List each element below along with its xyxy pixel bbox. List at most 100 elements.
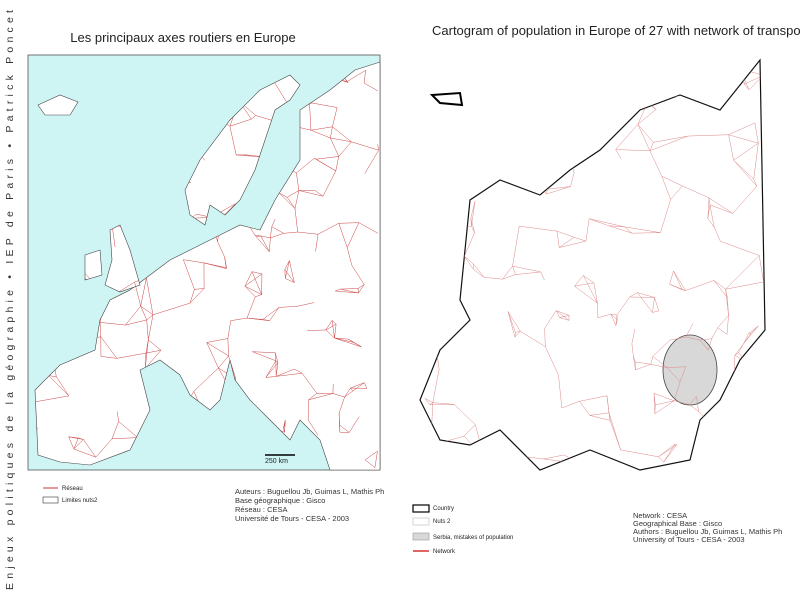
right-map-title: Cartogram of population in Europe of 27 … [432,23,800,38]
network-edge [256,236,270,253]
network-edge [265,360,277,378]
network-edge [597,313,612,319]
credit-line: Geographical Base : Gisco [633,519,722,528]
network-edge [99,322,102,337]
network-edge [347,222,360,248]
network-edge [260,235,270,252]
network-edge [146,319,149,340]
network-edge [639,97,649,103]
network-edge [420,181,423,201]
network-edge [363,70,366,84]
network-edge [351,141,379,151]
network-edge [548,64,555,73]
network-edge [470,218,472,227]
network-edge [579,401,591,416]
network-edge [111,225,116,248]
network-edge [255,294,262,297]
network-edge [652,297,655,313]
network-edge [294,190,300,209]
network-edge [624,226,633,234]
network-edge [125,319,147,326]
network-edge [432,369,440,403]
network-edge [346,70,366,82]
network-edge [464,232,475,257]
network-edge [438,177,456,187]
network-edge [615,149,622,160]
network-edge [432,402,455,405]
network-edge [421,200,444,208]
network-edge [459,130,462,151]
network-edge [270,226,272,238]
network-edge [729,435,737,448]
credit-line: Network : CESA [633,511,687,520]
network-edge [652,310,659,313]
network-edge [251,271,262,275]
scandinavia [184,74,301,226]
network-edge [637,292,653,313]
network-edge [514,332,516,338]
network-edge [559,317,570,321]
network-edge [334,324,337,339]
network-edge [251,115,256,120]
network-edge [442,206,446,212]
network-edge [254,235,261,237]
network-edge [140,305,154,316]
network-edge [298,190,324,197]
network-edge [335,290,359,294]
network-edge [728,134,734,161]
network-edge [589,412,610,416]
network-edge [294,368,303,374]
network-edge [674,443,677,445]
network-edge [111,421,119,439]
network-edge [296,302,315,307]
cartogram [419,58,766,471]
network-edge [364,82,378,92]
network-edge [608,225,625,228]
network-edge [463,424,476,437]
network-edge [637,109,657,125]
network-edge [310,126,333,131]
network-edge [632,232,661,234]
network-edge [484,453,503,458]
network-edge [246,317,263,320]
network-edge [608,412,621,451]
network-edge [350,387,354,392]
network-edge [525,64,555,72]
network-edge [334,337,362,348]
network-edge [507,311,516,338]
network-edge [297,231,319,235]
legend-label: Country [433,506,454,512]
network-edge [206,342,229,357]
network-edge [481,159,489,174]
network-edge [331,320,337,325]
network-edge [543,454,564,460]
network-edge [340,288,359,294]
network-edge [615,320,618,326]
network-edge [274,352,277,361]
network-edge [639,78,656,98]
network-edge [364,459,376,468]
network-edge [118,421,138,438]
network-edge [544,328,546,347]
network-edge [189,288,205,304]
network-edge [624,226,661,233]
network-edge [364,150,379,174]
network-edge [546,189,548,195]
network-edge [519,225,557,232]
credit-line: Authors : Buguellou Jb, Guimas L, Mathis… [633,527,782,536]
network-edge [148,339,162,351]
network-edge [307,419,319,436]
network-edge [317,223,339,235]
network-edge [448,69,456,101]
network-edge [265,376,277,378]
network-edge [276,372,303,377]
network-edge [692,63,716,67]
network-edge [556,231,560,248]
network-edge [433,320,444,335]
network-edge [332,393,345,398]
network-edge [464,256,474,265]
network-edge [514,178,530,185]
network-edge [574,275,584,287]
